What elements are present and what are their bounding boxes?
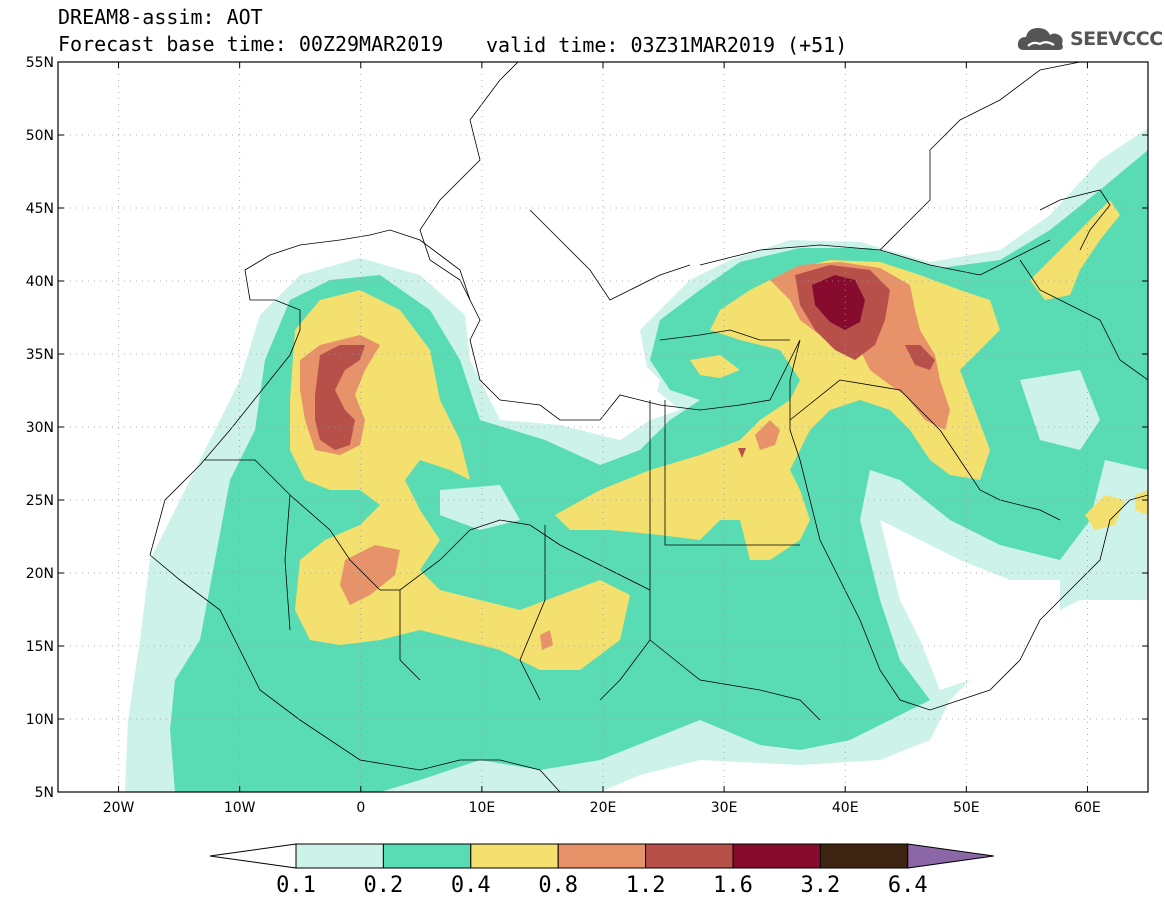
colorbar-label: 1.6 — [713, 873, 753, 898]
lon-tick-label: 20W — [103, 800, 135, 816]
colorbar-label: 0.2 — [364, 873, 404, 898]
colorbar-label: 3.2 — [801, 873, 841, 898]
seevccc-logo: SEEVCCC — [1016, 24, 1163, 54]
colorbar-swatch — [645, 843, 734, 869]
lat-tick-label: 55N — [26, 55, 54, 71]
aot-colorbar: 0.1 0.2 0.4 0.8 1.2 1.6 3.2 6.4 — [209, 843, 994, 898]
lat-tick-label: 20N — [26, 566, 54, 582]
lat-tick-label: 45N — [26, 201, 54, 217]
map-plot-area — [58, 62, 1148, 792]
coastlines-borders — [149, 62, 1148, 792]
colorbar-label: 0.8 — [538, 873, 578, 898]
lat-tick-label: 10N — [26, 712, 54, 728]
lat-tick-label: 40N — [26, 274, 54, 290]
lon-tick-label: 50E — [953, 800, 980, 816]
longitude-labels: 20W 10W 0 10E 20E 30E 40E 50E 60E — [103, 800, 1101, 816]
colorbar-label: 0.1 — [276, 873, 316, 898]
lon-tick-label: 30E — [711, 800, 738, 816]
lat-tick-label: 15N — [26, 639, 54, 655]
valid-time: valid time: 03Z31MAR2019 (+51) — [486, 33, 848, 57]
lat-tick-label: 25N — [26, 493, 54, 509]
colorbar-swatch — [819, 843, 909, 869]
axis-ticks — [58, 61, 1148, 793]
lat-tick-label: 5N — [35, 785, 54, 801]
colorbar-label: 0.4 — [451, 873, 491, 898]
colorbar-swatch — [557, 843, 647, 869]
colorbar-swatch — [732, 843, 821, 869]
colorbar-swatch — [295, 843, 384, 869]
lon-tick-label: 60E — [1074, 800, 1101, 816]
colorbar-swatch — [382, 843, 472, 869]
lat-tick-label: 35N — [26, 347, 54, 363]
latitude-labels: 5N 10N 15N 20N 25N 30N 35N 40N 45N 50N 55N — [26, 55, 54, 801]
colorbar-label: 1.2 — [626, 873, 666, 898]
forecast-base-time: Forecast base time: 00Z29MAR2019 — [58, 32, 444, 56]
colorbar-swatch — [470, 843, 559, 869]
colorbar-under-arrow — [209, 843, 297, 869]
lat-tick-label: 30N — [26, 420, 54, 436]
aot-band-1.6-3.2 — [812, 275, 865, 330]
colorbar-label: 6.4 — [888, 873, 928, 898]
lon-tick-label: 10E — [469, 800, 496, 816]
lon-tick-label: 0 — [356, 800, 365, 816]
lon-tick-label: 40E — [832, 800, 859, 816]
lon-tick-label: 20E — [590, 800, 617, 816]
cloud-icon — [1017, 28, 1063, 50]
lon-tick-label: 10W — [224, 800, 256, 816]
colorbar-over-arrow — [907, 843, 994, 869]
logo-text: SEEVCCC — [1070, 28, 1163, 50]
map-title: DREAM8-assim: AOT — [58, 5, 263, 29]
aot-band-0.2-0.4-whitespace — [440, 345, 1100, 690]
lat-tick-label: 50N — [26, 128, 54, 144]
